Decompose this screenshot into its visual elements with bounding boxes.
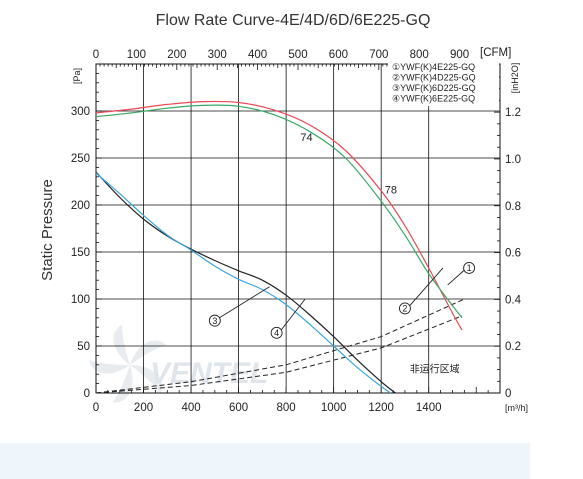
x-tick-label: 1000 bbox=[321, 402, 347, 414]
leader-line bbox=[214, 286, 270, 322]
fan-blade bbox=[130, 365, 162, 394]
non-operating-region-label: 非运行区域 bbox=[410, 362, 460, 375]
top-tick-label: 800 bbox=[410, 49, 429, 61]
system-curve bbox=[95, 298, 465, 394]
right-tick-label: 0.8 bbox=[505, 201, 521, 213]
fan-blade bbox=[89, 360, 130, 374]
fan-blade bbox=[113, 324, 130, 365]
callout-circle bbox=[270, 326, 283, 339]
y-tick-label: 200 bbox=[71, 200, 90, 212]
legend-background bbox=[388, 61, 499, 106]
x-tick-label: 800 bbox=[277, 402, 296, 414]
right-tick-label: 1.2 bbox=[505, 107, 521, 119]
chart-title: Flow Rate Curve-4E/4D/6D/6E225-GQ bbox=[156, 12, 431, 29]
series-layer bbox=[95, 100, 465, 394]
x-unit-label: [m³/h] bbox=[505, 403, 528, 413]
top-tick-label: 400 bbox=[248, 49, 267, 61]
legend: ①YWF(K)4E225-GQ②YWF(K)4D225-GQ③YWF(K)6D2… bbox=[388, 61, 499, 106]
top-unit-label: [CFM] bbox=[480, 47, 511, 59]
top-tick-label: 300 bbox=[208, 49, 227, 61]
watermark-text: VENTEL bbox=[150, 357, 268, 390]
x-tick-label: 600 bbox=[229, 402, 248, 414]
watermark-layer: VENTEL bbox=[89, 324, 268, 403]
noise-label: 74 bbox=[300, 132, 312, 144]
annotations: 74 78 3 4 2 1 非运行区域 bbox=[208, 132, 476, 375]
top-tick-label: 0 bbox=[93, 49, 99, 61]
top-tick-label: 200 bbox=[167, 49, 186, 61]
leader-line bbox=[447, 267, 468, 286]
series-line-1 bbox=[95, 100, 463, 331]
legend-entry: ②YWF(K)4D225-GQ bbox=[392, 73, 476, 83]
top-tick-label: 600 bbox=[329, 49, 348, 61]
callout-circle bbox=[463, 262, 476, 274]
y-tick-label: 50 bbox=[77, 341, 90, 353]
callout-circle bbox=[398, 302, 411, 315]
top-tick-label: 900 bbox=[450, 49, 469, 61]
right-tick-label: 0 bbox=[505, 388, 511, 400]
right-tick-label: 1.0 bbox=[505, 154, 521, 166]
series-line-2 bbox=[95, 104, 463, 319]
x-tick-label: 1200 bbox=[368, 402, 394, 414]
y-tick-label: 100 bbox=[71, 294, 90, 306]
legend-entry: ①YWF(K)4E225-GQ bbox=[392, 62, 475, 72]
footer-band bbox=[0, 443, 530, 479]
y-axis-label: Static Pressure bbox=[39, 179, 56, 281]
right-tick-label: 0.2 bbox=[505, 341, 521, 353]
legend-entry: ④YWF(K)6E225-GQ bbox=[392, 94, 475, 104]
callout-circle bbox=[208, 314, 221, 327]
fan-blade bbox=[130, 340, 166, 365]
callout-label: 4 bbox=[274, 328, 279, 338]
series-line-3 bbox=[95, 171, 396, 394]
leader-line bbox=[278, 298, 306, 334]
legend-entry: ③YWF(K)6D225-GQ bbox=[392, 83, 476, 93]
noise-label: 78 bbox=[385, 185, 397, 197]
callout-label: 3 bbox=[212, 316, 217, 326]
y-tick-label: 250 bbox=[71, 153, 90, 165]
y-tick-label: 300 bbox=[71, 106, 90, 118]
right-unit-label: [inH2O] bbox=[510, 63, 520, 94]
right-tick-label: 0.4 bbox=[505, 294, 522, 306]
y-tick-label: 150 bbox=[71, 247, 90, 259]
series-line-4 bbox=[95, 172, 392, 394]
right-tick-label: 0.6 bbox=[505, 248, 521, 260]
x-tick-label: 200 bbox=[134, 402, 153, 414]
top-tick-label: 700 bbox=[369, 49, 388, 61]
top-tick-label: 100 bbox=[127, 49, 146, 61]
x-tick-label: 0 bbox=[93, 402, 99, 414]
callout-label: 2 bbox=[402, 304, 407, 314]
callout-label: 1 bbox=[467, 263, 472, 273]
y-tick-label: 0 bbox=[84, 388, 90, 400]
x-tick-label: 1400 bbox=[416, 402, 442, 414]
leader-line bbox=[406, 267, 444, 309]
x-tick-label: 400 bbox=[181, 402, 200, 414]
top-tick-label: 500 bbox=[288, 49, 307, 61]
y-unit-label: [Pa] bbox=[72, 68, 82, 84]
